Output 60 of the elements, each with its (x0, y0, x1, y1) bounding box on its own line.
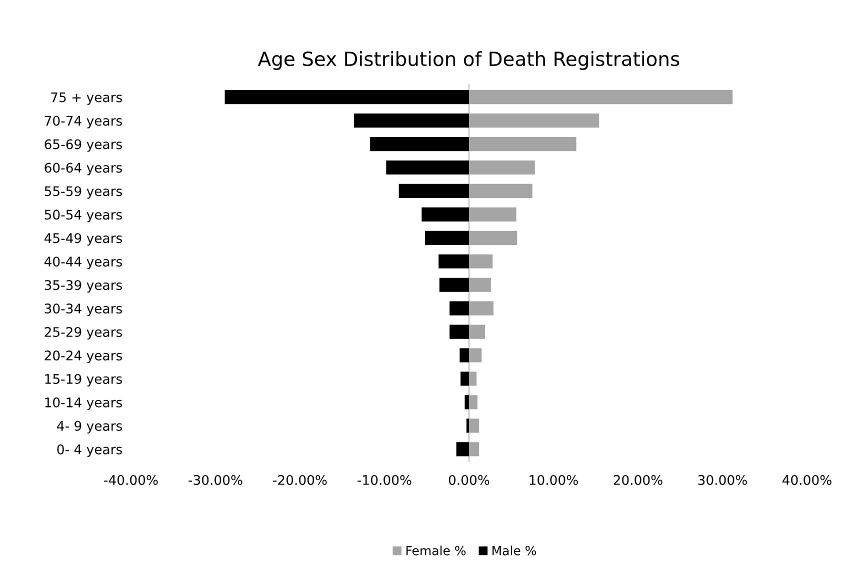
y-tick-label: 35-39 years (44, 280, 122, 293)
y-tick-label: 40-44 years (44, 256, 122, 270)
legend-label: Female % (406, 546, 466, 556)
y-tick-label: 25-29 years (44, 327, 122, 340)
bar (450, 324, 469, 339)
y-tick-label: 70-74 years (44, 116, 122, 128)
x-tick-label: 40.00% (782, 475, 832, 485)
bar (466, 418, 469, 433)
bar (468, 442, 480, 456)
bar (438, 254, 469, 268)
bar (386, 160, 469, 175)
x-tick-label: 20.00% (614, 475, 662, 485)
bar (468, 114, 600, 128)
bar (460, 348, 469, 362)
y-tick-label: 75 + years (51, 92, 122, 105)
x-tick-label: 30.00% (698, 475, 747, 485)
bar (468, 301, 494, 316)
x-tick-label: -10.00% (358, 475, 412, 485)
y-tick-label: 0- 4 years (57, 444, 122, 457)
x-tick-label: -20.00% (273, 475, 327, 485)
bar (468, 136, 576, 152)
bar (464, 395, 469, 410)
bar (422, 207, 469, 222)
bar (468, 278, 491, 292)
bar (468, 160, 535, 175)
y-tick-label: 60-64 years (44, 162, 122, 176)
bar (468, 395, 478, 410)
y-tick-label: 50-54 years (44, 210, 122, 222)
bar (425, 230, 469, 245)
bar (468, 418, 480, 433)
bar (460, 372, 469, 386)
bar (439, 278, 469, 292)
bar (398, 184, 469, 198)
bar (354, 114, 469, 128)
bar (468, 324, 486, 339)
y-tick-label: 15-19 years (45, 374, 122, 386)
bar (468, 254, 493, 268)
bar (224, 90, 469, 104)
y-tick-label: 55-59 years (44, 186, 122, 199)
x-tick-label: 10.00% (530, 475, 578, 485)
chart-title: Age Sex Distribution of Death Registrations (258, 51, 680, 70)
legend-label: Male % (492, 546, 536, 556)
bar (468, 90, 733, 104)
x-tick-label: -40.00% (104, 475, 158, 485)
bar (468, 207, 516, 222)
y-tick-label: 45-49 years (44, 233, 122, 246)
bar (468, 230, 518, 245)
y-tick-label: 10-14 years (45, 397, 122, 410)
bar (456, 442, 469, 456)
y-tick-label: 30-34 years (44, 304, 122, 316)
bar (450, 301, 469, 316)
y-tick-label: 20-24 years (44, 350, 122, 364)
bar (468, 372, 477, 386)
bar (468, 184, 532, 198)
bar (468, 348, 482, 362)
bar (370, 136, 469, 152)
x-tick-label: 0.00% (448, 475, 490, 485)
x-tick-label: -30.00% (188, 475, 242, 485)
y-tick-label: 65-69 years (44, 139, 122, 152)
y-tick-label: 4- 9 years (57, 420, 122, 434)
